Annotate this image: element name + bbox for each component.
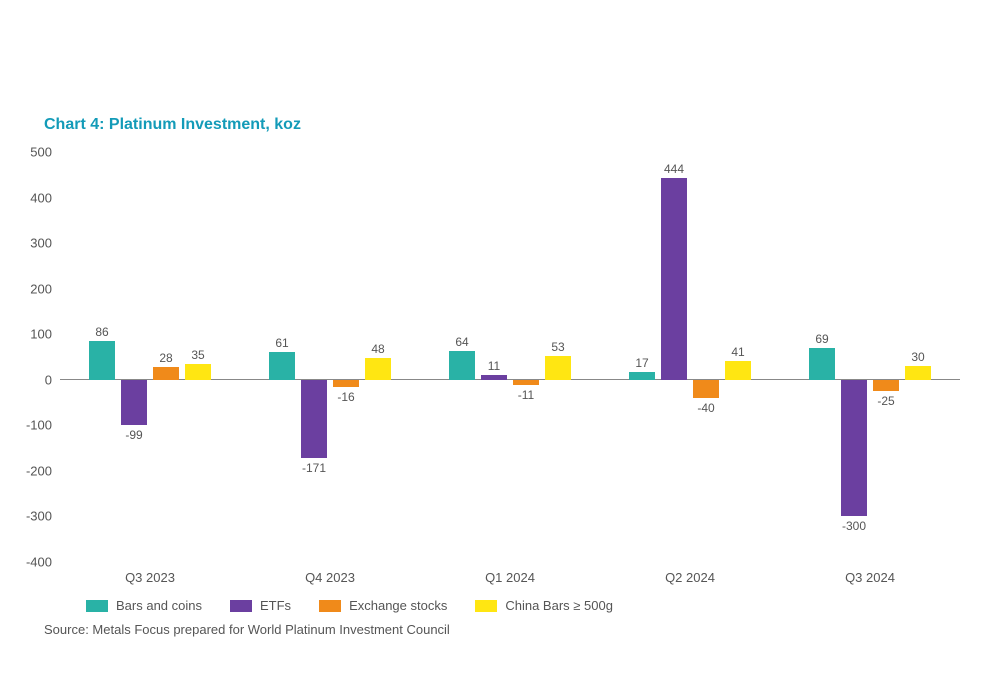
bar-value-label: 28 xyxy=(159,351,172,365)
y-tick-label: 500 xyxy=(2,145,52,160)
bar xyxy=(269,352,295,380)
legend-label: ETFs xyxy=(260,598,291,613)
bar-value-label: 444 xyxy=(664,162,684,176)
bar-value-label: 35 xyxy=(191,348,204,362)
bar xyxy=(629,372,655,380)
bar xyxy=(725,361,751,380)
bar xyxy=(301,380,327,458)
bar-value-label: 53 xyxy=(551,340,564,354)
bar-value-label: -25 xyxy=(877,394,894,408)
chart-container: Chart 4: Platinum Investment, koz -400-3… xyxy=(0,0,1000,675)
bar-value-label: 64 xyxy=(455,335,468,349)
x-tick-label: Q3 2023 xyxy=(125,570,175,585)
bar-value-label: -16 xyxy=(337,390,354,404)
legend-item: ETFs xyxy=(230,598,291,613)
bar-value-label: 48 xyxy=(371,342,384,356)
x-tick-label: Q4 2023 xyxy=(305,570,355,585)
bar xyxy=(661,178,687,380)
legend-label: China Bars ≥ 500g xyxy=(505,598,613,613)
bar-value-label: 11 xyxy=(488,359,500,373)
bar xyxy=(185,364,211,380)
bar-value-label: 61 xyxy=(275,336,288,350)
legend-swatch xyxy=(475,600,497,612)
bar xyxy=(481,375,507,380)
y-tick-label: 0 xyxy=(2,372,52,387)
y-tick-label: -200 xyxy=(2,463,52,478)
y-tick-label: 100 xyxy=(2,327,52,342)
bar xyxy=(809,348,835,379)
bar-value-label: -300 xyxy=(842,519,866,533)
legend-item: Exchange stocks xyxy=(319,598,447,613)
bar xyxy=(449,351,475,380)
bar-value-label: 41 xyxy=(731,345,744,359)
source-text: Source: Metals Focus prepared for World … xyxy=(44,622,450,637)
bar-value-label: -99 xyxy=(125,428,142,442)
bar-value-label: -11 xyxy=(518,388,534,402)
bar xyxy=(365,358,391,380)
y-tick-label: -300 xyxy=(2,509,52,524)
bar-value-label: -40 xyxy=(697,401,714,415)
bar-value-label: 30 xyxy=(911,350,924,364)
bar xyxy=(153,367,179,380)
legend-swatch xyxy=(86,600,108,612)
bar-value-label: 86 xyxy=(95,325,108,339)
legend-swatch xyxy=(230,600,252,612)
bar xyxy=(905,366,931,380)
y-tick-label: 300 xyxy=(2,236,52,251)
bar xyxy=(89,341,115,380)
y-tick-label: -100 xyxy=(2,418,52,433)
plot-area: -400-300-200-1000100200300400500Q3 20238… xyxy=(60,152,960,562)
x-tick-label: Q1 2024 xyxy=(485,570,535,585)
bar xyxy=(513,380,539,385)
legend-swatch xyxy=(319,600,341,612)
bar xyxy=(121,380,147,425)
legend: Bars and coins ETFs Exchange stocks China B… xyxy=(86,598,613,613)
bar-value-label: 17 xyxy=(635,356,648,370)
chart-title: Chart 4: Platinum Investment, koz xyxy=(44,116,301,134)
bar xyxy=(333,380,359,387)
legend-label: Bars and coins xyxy=(116,598,202,613)
legend-item: China Bars ≥ 500g xyxy=(475,598,613,613)
legend-item: Bars and coins xyxy=(86,598,202,613)
x-tick-label: Q2 2024 xyxy=(665,570,715,585)
bar xyxy=(693,380,719,398)
y-tick-label: 400 xyxy=(2,190,52,205)
bar xyxy=(873,380,899,391)
x-tick-label: Q3 2024 xyxy=(845,570,895,585)
y-tick-label: -400 xyxy=(2,555,52,570)
bar xyxy=(841,380,867,517)
legend-label: Exchange stocks xyxy=(349,598,447,613)
y-tick-label: 200 xyxy=(2,281,52,296)
bar xyxy=(545,356,571,380)
bar-value-label: -171 xyxy=(302,461,326,475)
bar-value-label: 69 xyxy=(815,332,828,346)
